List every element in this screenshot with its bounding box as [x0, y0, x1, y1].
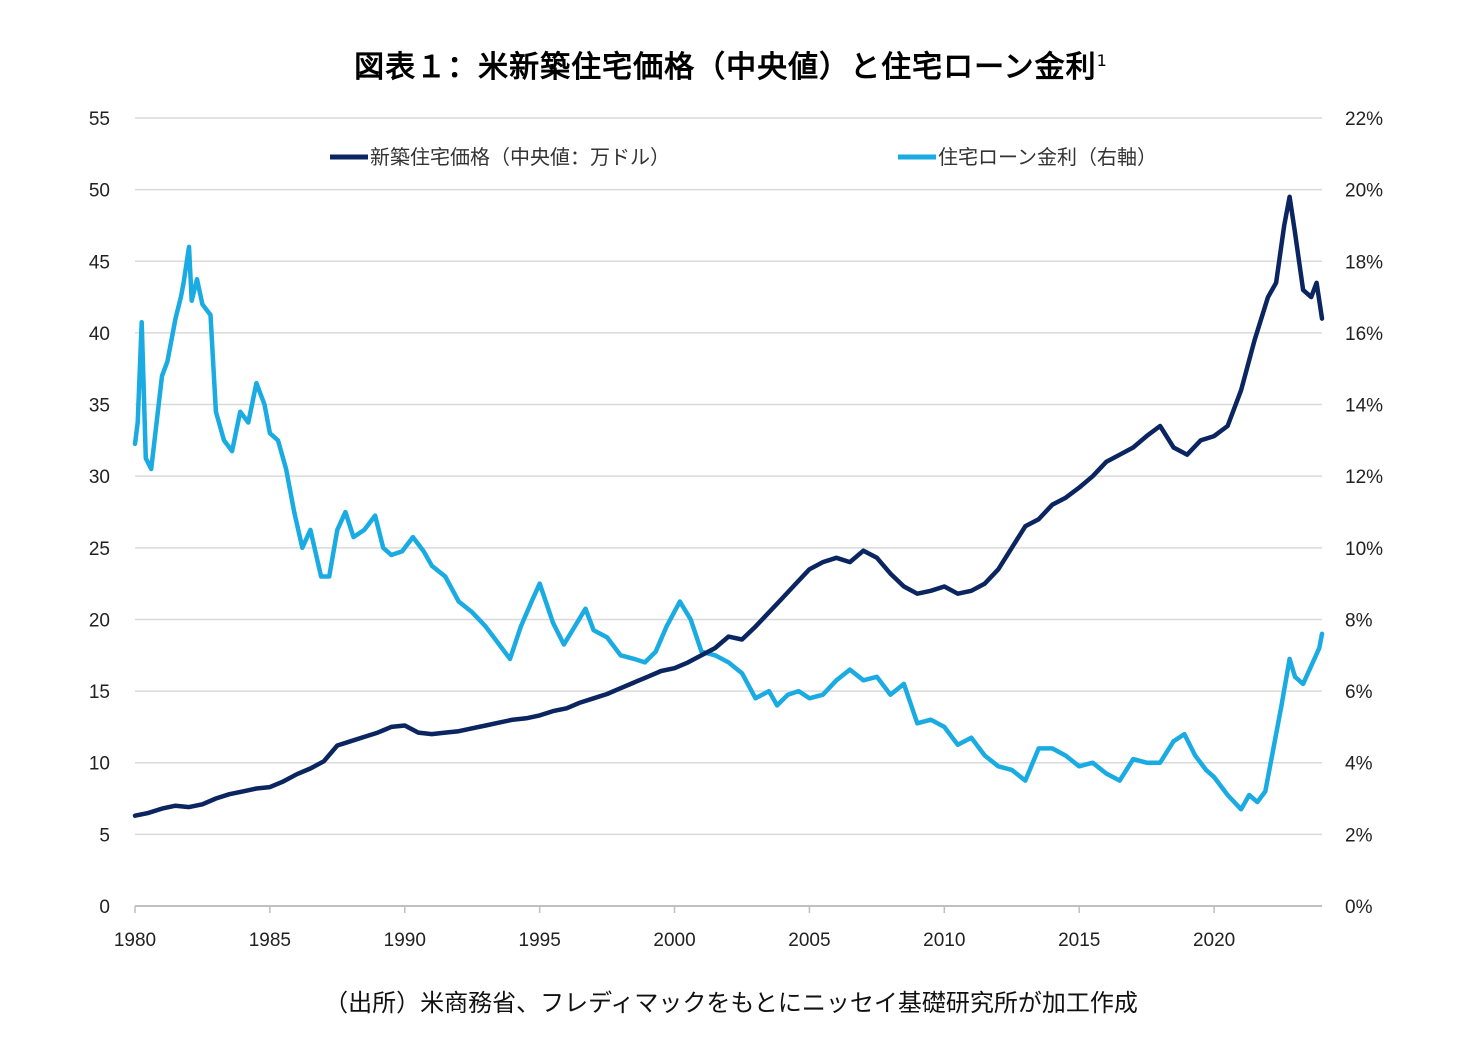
right-axis-tick-labels: 0% 2% 4% 6% 8% 10% 12% 14% 16% 18% 20% 22% — [1345, 109, 1383, 918]
left-tick-label: 10 — [89, 754, 110, 775]
right-tick-label: 16% — [1345, 324, 1383, 345]
right-tick-label: 6% — [1345, 682, 1373, 703]
right-tick-label: 20% — [1345, 181, 1383, 202]
left-tick-label: 30 — [89, 467, 110, 488]
rate-series-group — [132, 244, 1325, 812]
title-footnote-marker: 1 — [1096, 51, 1108, 70]
right-tick-label: 10% — [1345, 539, 1383, 560]
x-tick-label: 1985 — [249, 930, 291, 951]
x-tick-label: 2010 — [923, 930, 965, 951]
gridlines — [135, 117, 1322, 836]
left-tick-label: 50 — [89, 181, 110, 202]
x-tick-label: 2015 — [1058, 930, 1100, 951]
right-tick-label: 0% — [1345, 897, 1373, 918]
legend-label-price: 新築住宅価格（中央値：万ドル） — [370, 145, 670, 169]
legend: 新築住宅価格（中央値：万ドル） 住宅ローン金利（右軸） — [330, 145, 1157, 169]
x-tick-label: 1980 — [114, 930, 156, 951]
left-tick-label: 55 — [89, 109, 110, 130]
left-tick-label: 20 — [89, 610, 110, 631]
right-tick-label: 14% — [1345, 396, 1383, 417]
x-tick-label: 1995 — [519, 930, 561, 951]
right-tick-label: 22% — [1345, 109, 1383, 130]
right-tick-label: 18% — [1345, 252, 1383, 273]
left-tick-label: 40 — [89, 324, 110, 345]
left-tick-label: 0 — [99, 897, 110, 918]
price-series-line — [132, 194, 1325, 818]
left-tick-label: 15 — [89, 682, 110, 703]
right-tick-label: 12% — [1345, 467, 1383, 488]
chart-title-text: 図表１：米新築住宅価格（中央値）と住宅ローン金利 — [354, 50, 1097, 85]
left-tick-label: 25 — [89, 539, 110, 560]
x-tick-label: 2000 — [653, 930, 695, 951]
price-series-group — [132, 194, 1325, 818]
x-tick-label: 2020 — [1193, 930, 1235, 951]
rate-series-line — [132, 244, 1325, 812]
legend-label-rate: 住宅ローン金利（右軸） — [938, 145, 1157, 169]
right-tick-label: 4% — [1345, 754, 1373, 775]
x-tick-label: 2005 — [788, 930, 830, 951]
chart-title: 図表１：米新築住宅価格（中央値）と住宅ローン金利1 — [0, 42, 1462, 86]
left-tick-label: 45 — [89, 252, 110, 273]
x-tick-label: 1990 — [384, 930, 426, 951]
left-tick-label: 35 — [89, 396, 110, 417]
right-tick-label: 2% — [1345, 825, 1373, 846]
left-axis-tick-labels: 0 5 10 15 20 25 30 35 40 45 50 55 — [89, 109, 110, 918]
x-axis: 1980 1985 1990 1995 2000 2005 2010 2015 2020 — [114, 905, 1322, 951]
left-tick-label: 5 — [99, 825, 110, 846]
right-tick-label: 8% — [1345, 610, 1373, 631]
source-note: （出所）米商務省、フレディマックをもとにニッセイ基礎研究所が加工作成 — [324, 989, 1138, 1017]
